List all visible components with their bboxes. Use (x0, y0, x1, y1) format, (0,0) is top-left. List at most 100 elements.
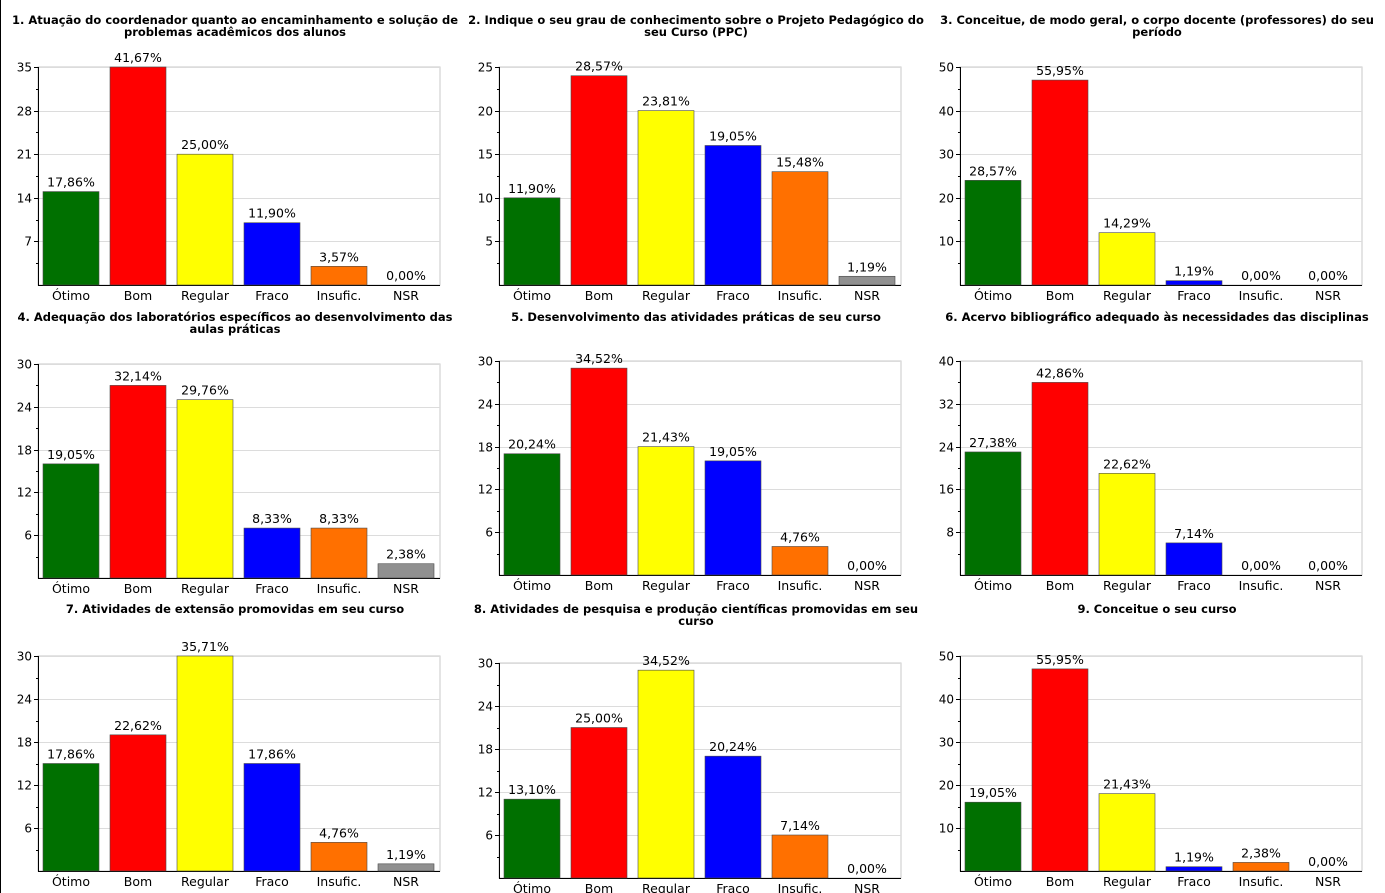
chart-title: 4. Adequação dos laboratórios específico… (17, 310, 453, 336)
x-category-label: NSR (1315, 578, 1341, 593)
bar-regular (176, 655, 234, 872)
bar-bom (109, 66, 167, 286)
x-category-label: Regular (642, 578, 691, 593)
bar-insufic (310, 266, 368, 286)
x-category-label: Fraco (716, 288, 750, 303)
bar-insufic (771, 834, 829, 879)
data-label: 32,14% (114, 368, 162, 383)
chart-panel-5: 5. Desenvolvimento das atividades prátic… (462, 297, 923, 594)
y-tick-label: 8 (946, 526, 954, 540)
x-category-label: Insufic. (1239, 288, 1284, 303)
bar-otimo (42, 463, 100, 579)
data-label: 55,95% (1036, 63, 1084, 78)
y-tick-label: 32 (939, 398, 954, 412)
chart-title: 1. Atuação do coordenador quanto ao enca… (11, 13, 459, 39)
x-category-label: Regular (1103, 578, 1152, 593)
y-tick-label: 30 (939, 148, 954, 162)
plot-area (37, 363, 441, 579)
chart-title: 9. Conceitue o seu curso (1077, 602, 1237, 616)
chart-panel-7: 7. Atividades de extensão promovidas em … (1, 589, 462, 889)
data-label: 0,00% (1308, 268, 1348, 283)
x-category-label: Bom (124, 874, 152, 889)
x-category-label: Fraco (255, 581, 289, 596)
y-tick-label: 40 (939, 105, 954, 119)
x-category-label: Fraco (255, 874, 289, 889)
chart-panel-1: 1. Atuação do coordenador quanto ao enca… (1, 0, 462, 303)
bar-otimo (42, 191, 100, 286)
y-tick-label: 20 (478, 105, 493, 119)
data-label: 29,76% (181, 383, 229, 398)
x-category-label: Ótimo (974, 874, 1012, 889)
x-category-label: Insufic. (1239, 874, 1284, 889)
y-tick-label: 21 (17, 148, 32, 162)
plot-area (498, 662, 902, 879)
y-tick-label: 28 (17, 105, 32, 119)
data-label: 35,71% (181, 639, 229, 654)
x-category-label: Insufic. (317, 874, 362, 889)
bar-nsr (377, 563, 435, 579)
plot-area (959, 66, 1363, 286)
bar-bom (1031, 668, 1089, 872)
x-category-label: Fraco (1177, 578, 1211, 593)
y-tick-label: 24 (17, 693, 32, 707)
y-tick-label: 14 (17, 192, 32, 206)
x-category-label: NSR (393, 288, 419, 303)
data-label: 0,00% (386, 268, 426, 283)
y-tick-label: 40 (939, 355, 954, 369)
data-label: 1,19% (386, 847, 426, 862)
data-label: 3,57% (319, 249, 359, 264)
y-tick-label: 30 (478, 355, 493, 369)
data-label: 27,38% (969, 435, 1017, 450)
data-label: 4,76% (780, 529, 820, 544)
y-tick-label: 35 (17, 61, 32, 75)
data-label: 20,24% (508, 437, 556, 452)
bar-bom (109, 734, 167, 872)
data-label: 21,43% (1103, 777, 1151, 792)
bar-nsr (838, 275, 896, 286)
y-tick-label: 6 (485, 526, 493, 540)
y-tick-label: 6 (24, 822, 32, 836)
x-category-label: Regular (181, 874, 230, 889)
bar-chart: 6 12 18 24 30 17,86% Ótimo 22,62% Bom 35,71% Regul… (17, 639, 441, 889)
bar-otimo (42, 763, 100, 872)
bar-insufic (771, 546, 829, 576)
y-tick-label: 6 (485, 829, 493, 843)
bar-fraco (1165, 280, 1223, 286)
x-category-label: Regular (1103, 288, 1152, 303)
y-tick-label: 12 (478, 786, 493, 800)
y-tick-label: 16 (939, 483, 954, 497)
bar-regular (1098, 473, 1156, 576)
y-tick-label: 7 (24, 235, 32, 249)
x-category-label: NSR (393, 581, 419, 596)
bar-regular (637, 669, 695, 879)
bar-fraco (243, 222, 301, 286)
x-category-label: Fraco (716, 881, 750, 893)
chart-title: 3. Conceitue, de modo geral, o corpo doc… (940, 13, 1374, 39)
x-category-label: Fraco (716, 578, 750, 593)
chart-panel-8: 8. Atividades de pesquisa e produção cie… (462, 589, 923, 893)
data-label: 23,81% (642, 94, 690, 109)
bar-bom (570, 727, 628, 879)
x-category-label: Fraco (255, 288, 289, 303)
bar-regular (1098, 793, 1156, 872)
x-category-label: Regular (642, 881, 691, 893)
data-label: 22,62% (114, 718, 162, 733)
y-tick-label: 24 (478, 398, 493, 412)
x-category-label: Ótimo (513, 578, 551, 593)
x-category-label: NSR (854, 881, 880, 893)
chart-title: 7. Atividades de extensão promovidas em … (65, 602, 405, 616)
y-tick-label: 18 (478, 743, 493, 757)
bar-chart: 6 12 18 24 30 20,24% Ótimo 34,52% Bom 21,43% Regul… (478, 351, 902, 593)
x-category-label: Bom (124, 581, 152, 596)
bar-otimo (503, 798, 561, 879)
y-tick-label: 24 (939, 441, 954, 455)
bar-regular (637, 446, 695, 576)
x-category-label: Ótimo (974, 578, 1012, 593)
y-tick-label: 18 (478, 441, 493, 455)
x-category-label: NSR (393, 874, 419, 889)
x-category-label: Insufic. (778, 288, 823, 303)
bar-bom (570, 367, 628, 576)
y-tick-label: 30 (17, 650, 32, 664)
y-tick-label: 25 (478, 61, 493, 75)
